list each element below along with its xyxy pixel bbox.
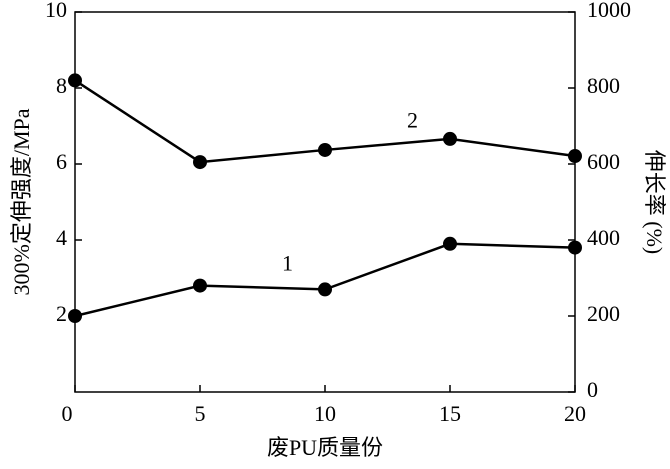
plot-frame bbox=[74, 11, 576, 393]
y2-tick-label: 200 bbox=[587, 301, 620, 326]
data-point bbox=[443, 236, 457, 251]
x-tick-label: 20 bbox=[564, 401, 586, 426]
x-tick-label: 0 bbox=[62, 401, 73, 426]
y-tick-label: 4 bbox=[56, 225, 67, 250]
y-axis-label: 300%定伸强度/MPa bbox=[9, 108, 34, 295]
series-label: 1 bbox=[282, 251, 293, 276]
data-point bbox=[443, 131, 457, 146]
x-tick-label: 10 bbox=[314, 401, 336, 426]
y-tick-label: 8 bbox=[56, 73, 67, 98]
data-point bbox=[68, 309, 82, 323]
data-point bbox=[568, 149, 582, 164]
y2-tick-label: 800 bbox=[587, 73, 620, 98]
data-point bbox=[318, 282, 332, 297]
series-label: 2 bbox=[407, 107, 418, 132]
y2-tick-label: 600 bbox=[587, 149, 620, 174]
x-tick-label: 5 bbox=[195, 401, 206, 426]
data-point bbox=[318, 142, 332, 157]
y-tick-label: 10 bbox=[45, 0, 67, 22]
y2-tick-label: 1000 bbox=[587, 0, 631, 22]
y-tick-label: 2 bbox=[56, 301, 67, 326]
data-point bbox=[568, 240, 582, 255]
series-line bbox=[74, 242, 576, 318]
y-tick-label: 6 bbox=[56, 149, 67, 174]
y2-tick-label: 400 bbox=[587, 225, 620, 250]
y2-tick-label: 0 bbox=[587, 377, 598, 402]
data-point bbox=[193, 278, 207, 293]
data-point bbox=[193, 155, 207, 170]
y2-axis-label: 伸长率 (%) bbox=[642, 150, 667, 254]
x-axis-label: 废PU质量份 bbox=[267, 435, 383, 460]
x-tick-label: 15 bbox=[439, 401, 461, 426]
data-point bbox=[68, 73, 82, 88]
